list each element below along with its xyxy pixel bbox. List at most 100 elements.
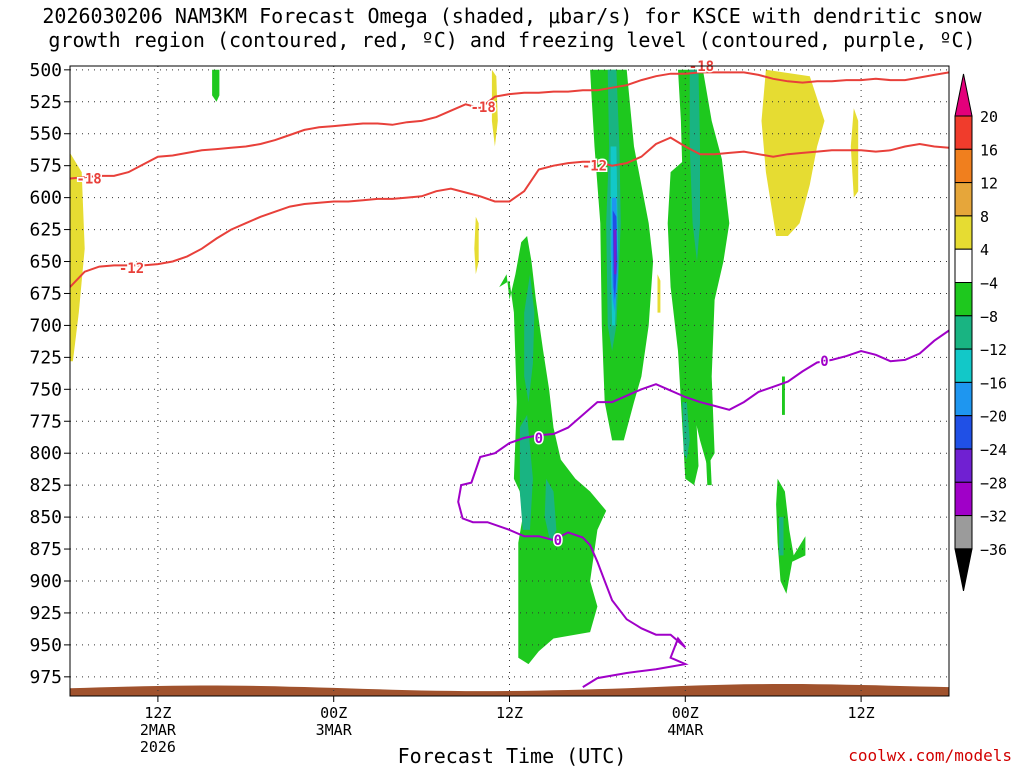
omega-region — [613, 229, 617, 275]
contour-label: 0 — [820, 354, 828, 370]
x-tick-label: 00Z — [672, 704, 699, 722]
colorbar-label: 8 — [980, 208, 989, 226]
omega-region — [499, 236, 607, 665]
colorbar-arrow-top — [954, 73, 973, 117]
colorbar-label: −36 — [980, 541, 1007, 559]
colorbar-label: −8 — [980, 308, 998, 326]
x-tick-label: 12Z — [496, 704, 523, 722]
contour-label: -18 — [76, 171, 101, 187]
contour-lines — [70, 71, 949, 688]
colorbar-swatch — [954, 282, 973, 317]
y-tick-label: 575 — [29, 156, 62, 177]
colorbar-label: 16 — [980, 141, 998, 159]
colorbar-swatch — [954, 248, 973, 283]
contour-label: 0 — [535, 431, 543, 447]
colorbar-label: −4 — [980, 275, 998, 293]
omega-shading — [70, 69, 859, 665]
y-tick-label: 650 — [29, 252, 62, 273]
x-axis-title: Forecast Time (UTC) — [397, 744, 627, 768]
omega-region — [850, 108, 859, 198]
colorbar-swatch — [954, 315, 973, 350]
colorbar-label: 12 — [980, 175, 998, 193]
colorbar-swatch — [954, 515, 973, 550]
y-tick-label: 600 — [29, 188, 62, 209]
y-tick-label: 500 — [29, 60, 62, 81]
y-tick-label: 950 — [29, 635, 62, 656]
colorbar-swatch — [954, 348, 973, 383]
x-tick-label: 12Z — [144, 704, 171, 722]
y-tick-label: 725 — [29, 347, 62, 368]
y-tick-label: 975 — [29, 667, 62, 688]
plot-frame — [69, 65, 950, 697]
omega-region — [544, 478, 557, 543]
credit-text: coolwx.com/models — [848, 746, 1012, 765]
x-tick-label: 3MAR — [316, 721, 353, 739]
colorbar-swatch — [954, 115, 973, 150]
x-tick-label: 2MAR — [140, 721, 177, 739]
y-tick-label: 700 — [29, 315, 62, 336]
omega-region — [782, 376, 785, 415]
colorbar-label: −32 — [980, 508, 1007, 526]
colorbar-label: 4 — [980, 241, 989, 259]
y-tick-label: 550 — [29, 124, 62, 145]
colorbar-label: −20 — [980, 408, 1007, 426]
colorbar-swatch — [954, 381, 973, 417]
x-tick-label: 4MAR — [667, 721, 704, 739]
colorbar-swatch — [954, 215, 973, 250]
colorbar-swatch — [954, 182, 973, 217]
colorbar-swatch — [954, 148, 973, 184]
x-tick-label: 12Z — [848, 704, 875, 722]
y-tick-label: 775 — [29, 411, 62, 432]
contour-line--12 — [70, 136, 949, 288]
y-tick-label: 625 — [29, 220, 62, 241]
contour-line-0 — [457, 329, 949, 688]
contour-label: -18 — [689, 59, 714, 75]
colorbar-label: −12 — [980, 341, 1007, 359]
contour-label: -18 — [470, 100, 495, 116]
y-tick-label: 825 — [29, 475, 62, 496]
colorbar-label: −24 — [980, 441, 1007, 459]
omega-region — [776, 478, 806, 594]
colorbar-label: −28 — [980, 474, 1007, 492]
title-line-2: growth region (contoured, red, ºC) and f… — [48, 28, 976, 52]
omega-region — [705, 453, 712, 486]
y-tick-label: 925 — [29, 603, 62, 624]
y-tick-label: 800 — [29, 443, 62, 464]
colorbar: 20 16 12 8 4 −4 −8 −12 −16 −20 −24 −28 −32 −36 — [954, 73, 1007, 591]
omega-region — [590, 69, 654, 441]
colorbar-swatch — [954, 415, 973, 450]
y-tick-label: 900 — [29, 571, 62, 592]
colorbar-label: 20 — [980, 108, 998, 126]
x-tick-label: 00Z — [320, 704, 347, 722]
omega-region — [524, 274, 535, 403]
contour-labels: -18 -18 -18 -12 -12 0 0 0 — [75, 58, 830, 551]
contour-line--18 — [70, 71, 949, 180]
y-tick-label: 875 — [29, 539, 62, 560]
omega-region — [779, 517, 784, 556]
y-tick-label: 675 — [29, 283, 62, 304]
x-tick-label: 2026 — [140, 738, 176, 756]
y-axis: 500 525 550 575 600 625 650 675 700 725 750 775 800 8… — [29, 60, 70, 688]
colorbar-arrow-bottom — [954, 548, 973, 591]
y-tick-label: 525 — [29, 92, 62, 113]
omega-region — [70, 152, 85, 362]
colorbar-swatch — [954, 481, 973, 517]
colorbar-swatch — [954, 448, 973, 483]
contour-label: 0 — [554, 533, 562, 549]
y-tick-label: 750 — [29, 379, 62, 400]
chart-title: 2026030206 NAM3KM Forecast Omega (shaded… — [0, 4, 1024, 52]
y-tick-label: 850 — [29, 507, 62, 528]
contour-label: -12 — [582, 159, 607, 175]
contour-label: -12 — [119, 261, 144, 277]
omega-region — [212, 69, 220, 102]
terrain-fill — [70, 684, 949, 696]
terrain-band — [70, 684, 949, 696]
grid-lines — [70, 66, 949, 696]
omega-region — [667, 159, 699, 486]
title-line-1: 2026030206 NAM3KM Forecast Omega (shaded… — [42, 4, 982, 28]
omega-region — [491, 69, 498, 147]
omega-region — [474, 216, 479, 275]
colorbar-label: −16 — [980, 374, 1007, 392]
